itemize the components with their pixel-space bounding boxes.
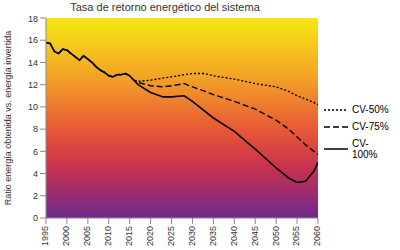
svg-text:4: 4 (33, 169, 38, 179)
svg-text:12: 12 (28, 80, 38, 90)
svg-text:2040: 2040 (229, 226, 239, 246)
svg-text:18: 18 (28, 14, 38, 24)
svg-text:2005: 2005 (82, 226, 92, 246)
svg-text:2030: 2030 (187, 226, 197, 246)
svg-text:10: 10 (28, 102, 38, 112)
svg-text:2: 2 (33, 191, 38, 201)
svg-text:2020: 2020 (145, 226, 155, 246)
svg-text:2050: 2050 (271, 226, 281, 246)
svg-text:2045: 2045 (250, 226, 260, 246)
svg-text:2055: 2055 (291, 226, 301, 246)
svg-text:2015: 2015 (124, 226, 134, 246)
svg-text:6: 6 (33, 147, 38, 157)
html-text:Tasa de retorno energético del: Tasa de retorno energético del sistema (70, 1, 260, 13)
svg-text:1995: 1995 (40, 226, 50, 246)
svg-text:0: 0 (33, 213, 38, 223)
svg-text:8: 8 (33, 124, 38, 134)
svg-text:14: 14 (28, 58, 38, 68)
html-text:CV-100%: CV-100% (351, 138, 378, 160)
svg-text:2035: 2035 (208, 226, 218, 246)
html-text:CV-75%: CV-75% (352, 121, 389, 132)
svg-text:2025: 2025 (166, 226, 176, 246)
svg-text:2000: 2000 (61, 226, 71, 246)
svg-text:Ratio energía obtenida vs. ene: Ratio energía obtenida vs. energía inver… (8, 31, 13, 206)
svg-text:16: 16 (28, 35, 38, 45)
svg-text:2010: 2010 (103, 226, 113, 246)
html-text:CV-50%: CV-50% (352, 104, 389, 115)
svg-text:2060: 2060 (312, 226, 322, 246)
